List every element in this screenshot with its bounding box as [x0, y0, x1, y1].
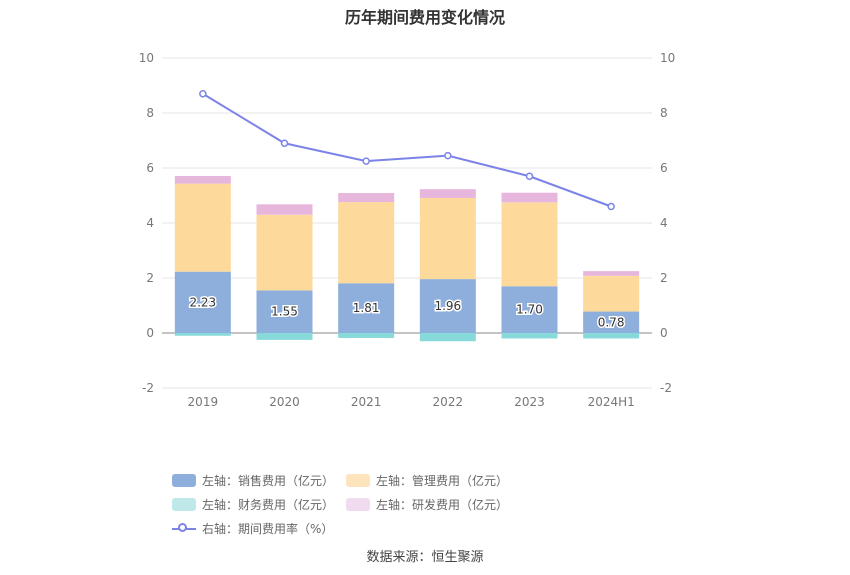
right-axis-tick: 0	[660, 326, 668, 340]
left-axis-tick: 0	[146, 326, 154, 340]
bar-series-2	[256, 214, 313, 291]
chart-legend: 左轴：销售费用（亿元） 左轴：管理费用（亿元） 左轴：财务费用（亿元） 左轴：研发费用…	[172, 472, 692, 544]
expense-rate-point	[444, 151, 452, 160]
bar-series-1	[419, 279, 476, 333]
bar-series-2	[501, 202, 558, 287]
bar-series-4	[501, 192, 558, 203]
expense-rate-point	[525, 172, 534, 180]
bar-data-label: 1.96	[434, 299, 461, 313]
left-axis-tick: 6	[146, 161, 154, 175]
bar-series-4	[338, 193, 395, 203]
right-axis-tick: 4	[660, 216, 668, 230]
legend-label: 左轴：销售费用（亿元）	[202, 473, 335, 488]
expense-rate-point	[362, 157, 370, 165]
bar-series-3	[338, 333, 395, 338]
legend-label: 左轴：管理费用（亿元）	[376, 473, 509, 488]
legend-item[interactable]: 左轴：销售费用（亿元）	[172, 472, 334, 488]
bar-series-3	[174, 333, 231, 336]
bar-series-1	[583, 311, 640, 333]
left-axis-tick: -2	[142, 381, 154, 395]
legend-label: 左轴：研发费用（亿元）	[376, 497, 509, 512]
x-axis-tick: 2020	[269, 395, 300, 409]
expense-rate-point	[199, 90, 207, 98]
expense-rate-point	[280, 139, 289, 147]
bar-series-2	[419, 197, 476, 280]
bar-series-1	[174, 271, 231, 333]
bar-data-label: 1.70	[516, 303, 543, 317]
bar-series-2	[338, 202, 395, 284]
expense-rate-line	[202, 92, 612, 208]
left-axis-tick: 4	[146, 216, 154, 230]
bar-series-4	[583, 271, 640, 276]
right-axis-tick: -2	[660, 381, 672, 395]
bar-series-3	[256, 333, 313, 340]
x-axis-tick: 2023	[514, 395, 545, 409]
x-axis-tick: 2024H1	[588, 395, 635, 409]
bar-series-2	[583, 275, 640, 312]
bar-series-3	[419, 333, 476, 342]
bar-data-label: 1.55	[271, 305, 298, 319]
right-axis-tick: 10	[660, 51, 675, 65]
bar-series-4	[256, 204, 313, 215]
legend-item[interactable]: 左轴：研发费用（亿元）	[346, 496, 508, 512]
legend-swatch	[346, 473, 371, 487]
legend-item[interactable]: 右轴：期间费用率（%）	[172, 520, 333, 536]
bar-series-1	[501, 286, 558, 333]
bar-data-label: 1.81	[353, 301, 380, 315]
expense-rate-point	[607, 202, 615, 211]
right-axis-tick: 8	[660, 106, 668, 120]
chart-title: 历年期间费用变化情况	[344, 8, 505, 27]
legend-item[interactable]: 左轴：财务费用（亿元）	[172, 496, 334, 512]
line-legend-icon	[172, 522, 196, 535]
data-source-note: 数据来源：恒生聚源	[366, 550, 484, 565]
right-axis-tick: 6	[660, 161, 668, 175]
bar-series-4	[174, 175, 231, 184]
x-axis-tick: 2021	[351, 395, 382, 409]
x-axis-tick: 2022	[433, 395, 464, 409]
legend-item[interactable]: 左轴：管理费用（亿元）	[346, 472, 508, 488]
bar-series-2	[174, 183, 231, 272]
bar-data-label: 2.23	[189, 295, 216, 309]
legend-label: 右轴：期间费用率（%）	[202, 521, 334, 536]
right-axis-tick: 2	[660, 271, 668, 285]
bar-series-1	[256, 290, 313, 333]
left-axis-tick: 2	[146, 271, 154, 285]
x-axis-tick: 2019	[188, 395, 219, 409]
bar-series-4	[419, 189, 476, 198]
legend-label: 左轴：财务费用（亿元）	[202, 497, 335, 512]
bar-data-label: 0.78	[598, 315, 625, 329]
bar-series-3	[501, 333, 558, 339]
left-axis-tick: 10	[139, 51, 154, 65]
left-axis-tick: 8	[146, 106, 154, 120]
bar-series-1	[338, 283, 395, 333]
legend-swatch	[172, 473, 196, 487]
bar-series-3	[583, 333, 640, 339]
legend-swatch	[346, 497, 371, 511]
legend-swatch	[172, 497, 196, 511]
